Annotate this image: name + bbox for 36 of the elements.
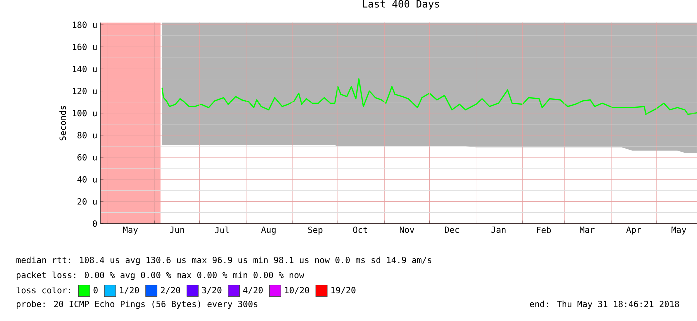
y-tick-label: 40 u — [78, 176, 97, 183]
legend-label: 4/20 — [243, 287, 263, 294]
x-tick-label: May — [672, 226, 686, 235]
x-tick-label: Jul — [215, 226, 230, 234]
x-tick-label: Jun — [170, 226, 184, 234]
y-tick-label: 0 — [93, 220, 98, 228]
x-tick-label: Dec — [445, 226, 460, 234]
x-tick-label: Oct — [353, 226, 368, 234]
y-tick-label: 180 u — [73, 22, 97, 28]
x-tick-label: Mar — [580, 226, 595, 234]
legend-title: loss color: — [16, 286, 70, 294]
y-tick-label: 100 u — [73, 110, 97, 117]
x-tick-label: Sep — [308, 226, 323, 235]
legend-label: 1/20 — [120, 287, 140, 294]
x-tick-label: Nov — [400, 226, 414, 234]
y-tick-label: 60 u — [78, 154, 97, 161]
y-tick-label: 20 u — [78, 198, 97, 205]
text: end: Thu May 31 18:46:21 2018 — [530, 300, 680, 310]
text: probe: 20 ICMP Echo Pings (56 Bytes) every 300s — [17, 300, 258, 310]
legend-label: 19/20 — [332, 287, 356, 294]
x-tick-label: Apr — [626, 226, 642, 235]
y-tick-label: 160 u — [73, 44, 97, 50]
legend-label: 3/20 — [202, 287, 222, 294]
x-tick-label: Jan — [492, 226, 506, 234]
x-tick-label: Feb — [537, 226, 552, 234]
legend-label: 2/20 — [161, 287, 180, 294]
x-tick-label: Aug — [261, 226, 276, 235]
x-tick-label: May — [123, 226, 138, 235]
y-tick-label: 140 u — [73, 66, 97, 72]
y-tick-label: 120 u — [73, 88, 97, 94]
y-axis-title: Seconds — [60, 106, 66, 141]
y-tick-label: 80 u — [78, 132, 97, 139]
legend-label: 10/20 — [285, 287, 310, 294]
text: median rtt: 108.4 us avg 130.6 us max 96.9 us min 98.1 us now 0.0 ms sd 14.9 am/s — [16, 256, 432, 266]
chart-title: Last 400 Days — [363, 0, 440, 10]
text: packet loss: 0.00 % avg 0.00 % max 0.00 % min 0.00 % now — [17, 272, 304, 280]
